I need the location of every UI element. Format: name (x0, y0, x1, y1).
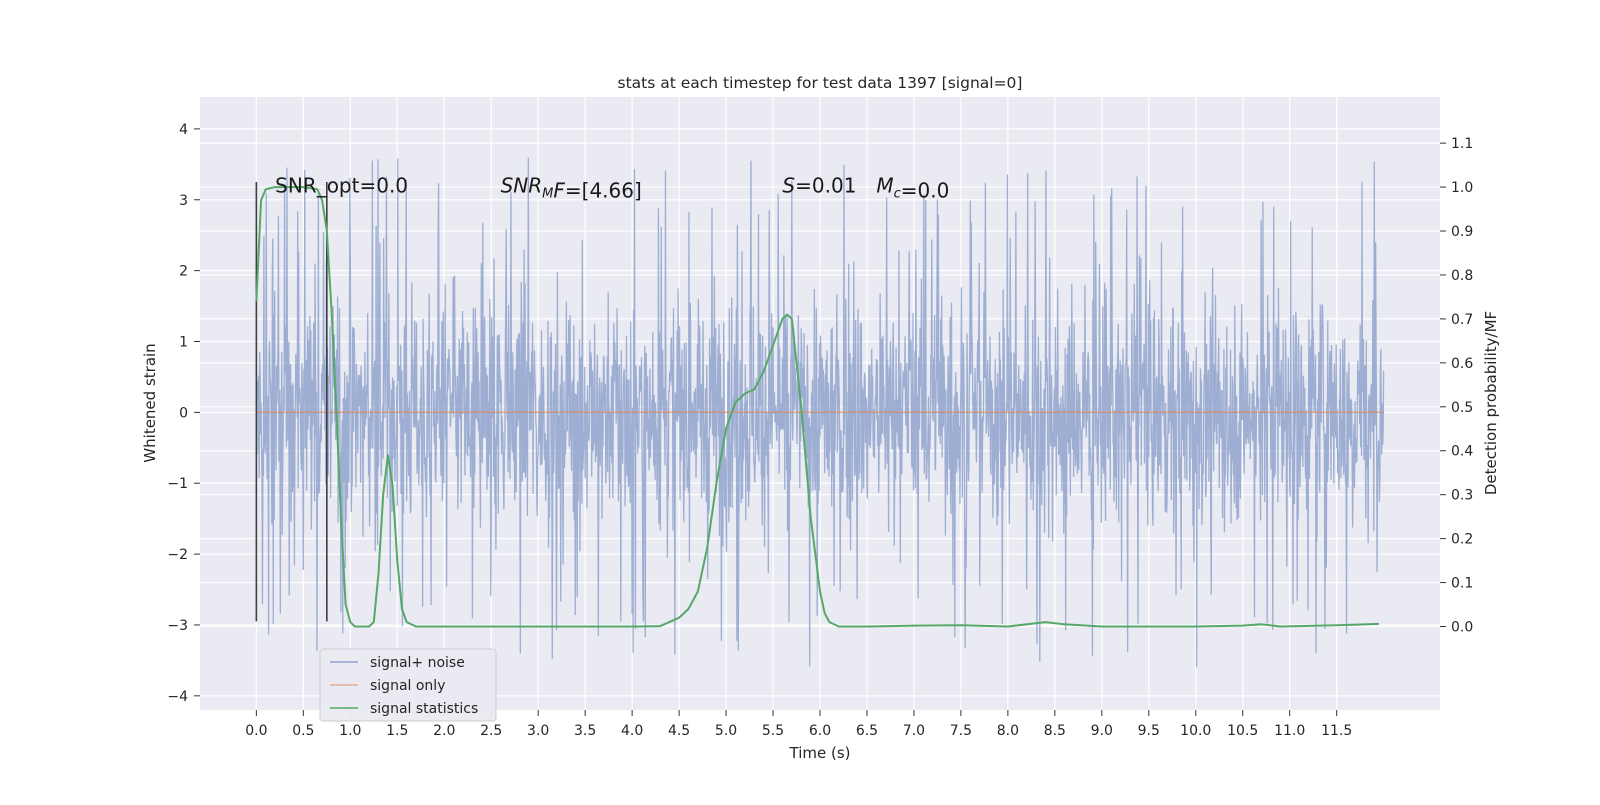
y-right-tick-label-2: 0.9 (1451, 224, 1473, 240)
annotation-2: S=0.01 (782, 174, 856, 198)
y-left-tick-label-7: −3 (167, 618, 188, 634)
x-tick-label-22: 11.0 (1274, 723, 1305, 739)
y-right-tick-label-7: 0.4 (1451, 444, 1473, 460)
y-right-tick-label-3: 0.8 (1451, 268, 1473, 284)
x-tick-label-14: 7.0 (903, 723, 925, 739)
annotation-3: Mc=0.0 (876, 174, 949, 203)
y-right-tick-label-10: 0.1 (1451, 576, 1473, 592)
y-right-tick-label-5: 0.6 (1451, 356, 1473, 372)
x-tick-label-0: 0.0 (245, 723, 267, 739)
x-tick-label-13: 6.5 (856, 723, 878, 739)
chart-title: stats at each timestep for test data 139… (618, 74, 1023, 92)
series-signal-plus-noise (255, 157, 1385, 668)
y-axis-left-ticks: 4 3 2 1 0 −1 −2 −3 −4 (167, 122, 200, 705)
x-tick-label-8: 4.0 (621, 723, 643, 739)
y-axis-right-label: Detection probability/MF (1482, 311, 1500, 495)
y-left-tick-label-1: 3 (179, 193, 188, 209)
x-tick-label-5: 2.5 (480, 723, 502, 739)
x-tick-label-23: 11.5 (1321, 723, 1352, 739)
legend-label-noise: signal+ noise (370, 655, 465, 671)
y-left-tick-label-5: −1 (167, 476, 188, 492)
marker-lines (255, 182, 328, 622)
y-left-tick-label-4: 0 (179, 405, 188, 421)
y-right-tick-label-1: 1.0 (1451, 180, 1473, 196)
series-signal-statistics (255, 186, 1379, 628)
y-right-tick-label-9: 0.2 (1451, 532, 1473, 548)
annotations: SNR_opt=0.0 SNRMF=[4.66] S=0.01 Mc=0.0 (275, 174, 949, 203)
annotation-0: SNR_opt=0.0 (275, 174, 408, 198)
x-tick-label-4: 2.0 (433, 723, 455, 739)
legend: signal+ noise signal only signal statist… (319, 648, 497, 722)
x-tick-label-18: 9.0 (1091, 723, 1113, 739)
x-tick-label-6: 3.0 (527, 723, 549, 739)
y-left-tick-label-2: 2 (179, 264, 188, 280)
y-right-tick-label-8: 0.3 (1451, 488, 1473, 504)
x-tick-label-9: 4.5 (668, 723, 690, 739)
legend-label-signal: signal only (370, 678, 445, 694)
y-left-tick-label-8: −4 (167, 689, 188, 705)
x-tick-label-2: 1.0 (339, 723, 361, 739)
x-tick-label-21: 10.5 (1227, 723, 1258, 739)
y-right-tick-label-0: 1.1 (1451, 136, 1473, 152)
noise-line (255, 157, 1385, 668)
x-axis-label: Time (s) (789, 744, 851, 762)
y-axis-left-label: Whitened strain (141, 343, 159, 462)
annotation-1: SNRMF=[4.66] (501, 174, 642, 203)
y-axis-right-ticks: 1.1 1.0 0.9 0.8 0.7 0.6 0.5 0.4 0.3 0.2 0.1 0.0 (1440, 136, 1473, 636)
x-tick-label-11: 5.5 (762, 723, 784, 739)
signal-statistics-line (255, 186, 1379, 628)
y-right-tick-label-4: 0.7 (1451, 312, 1473, 328)
y-right-tick-label-11: 0.0 (1451, 620, 1473, 636)
y-left-tick-label-3: 1 (179, 334, 188, 350)
legend-box (319, 648, 497, 722)
x-tick-label-19: 9.5 (1138, 723, 1160, 739)
x-tick-label-17: 8.5 (1044, 723, 1066, 739)
x-tick-label-15: 7.5 (950, 723, 972, 739)
y-left-tick-label-0: 4 (179, 122, 188, 138)
x-tick-label-12: 6.0 (809, 723, 831, 739)
x-tick-label-20: 10.0 (1180, 723, 1211, 739)
x-tick-label-10: 5.0 (715, 723, 737, 739)
y-left-tick-label-6: −2 (167, 547, 188, 563)
x-tick-label-1: 0.5 (292, 723, 314, 739)
x-tick-label-3: 1.5 (386, 723, 408, 739)
x-tick-label-16: 8.0 (997, 723, 1019, 739)
x-axis-ticks: 0.0 0.5 1.0 1.5 2.0 2.5 3.0 3.5 4.0 4.5 5.0 5.5 6.0 6… (245, 710, 1352, 739)
y-right-tick-label-6: 0.5 (1451, 400, 1473, 416)
x-tick-label-7: 3.5 (574, 723, 596, 739)
legend-label-stats: signal statistics (370, 701, 478, 717)
